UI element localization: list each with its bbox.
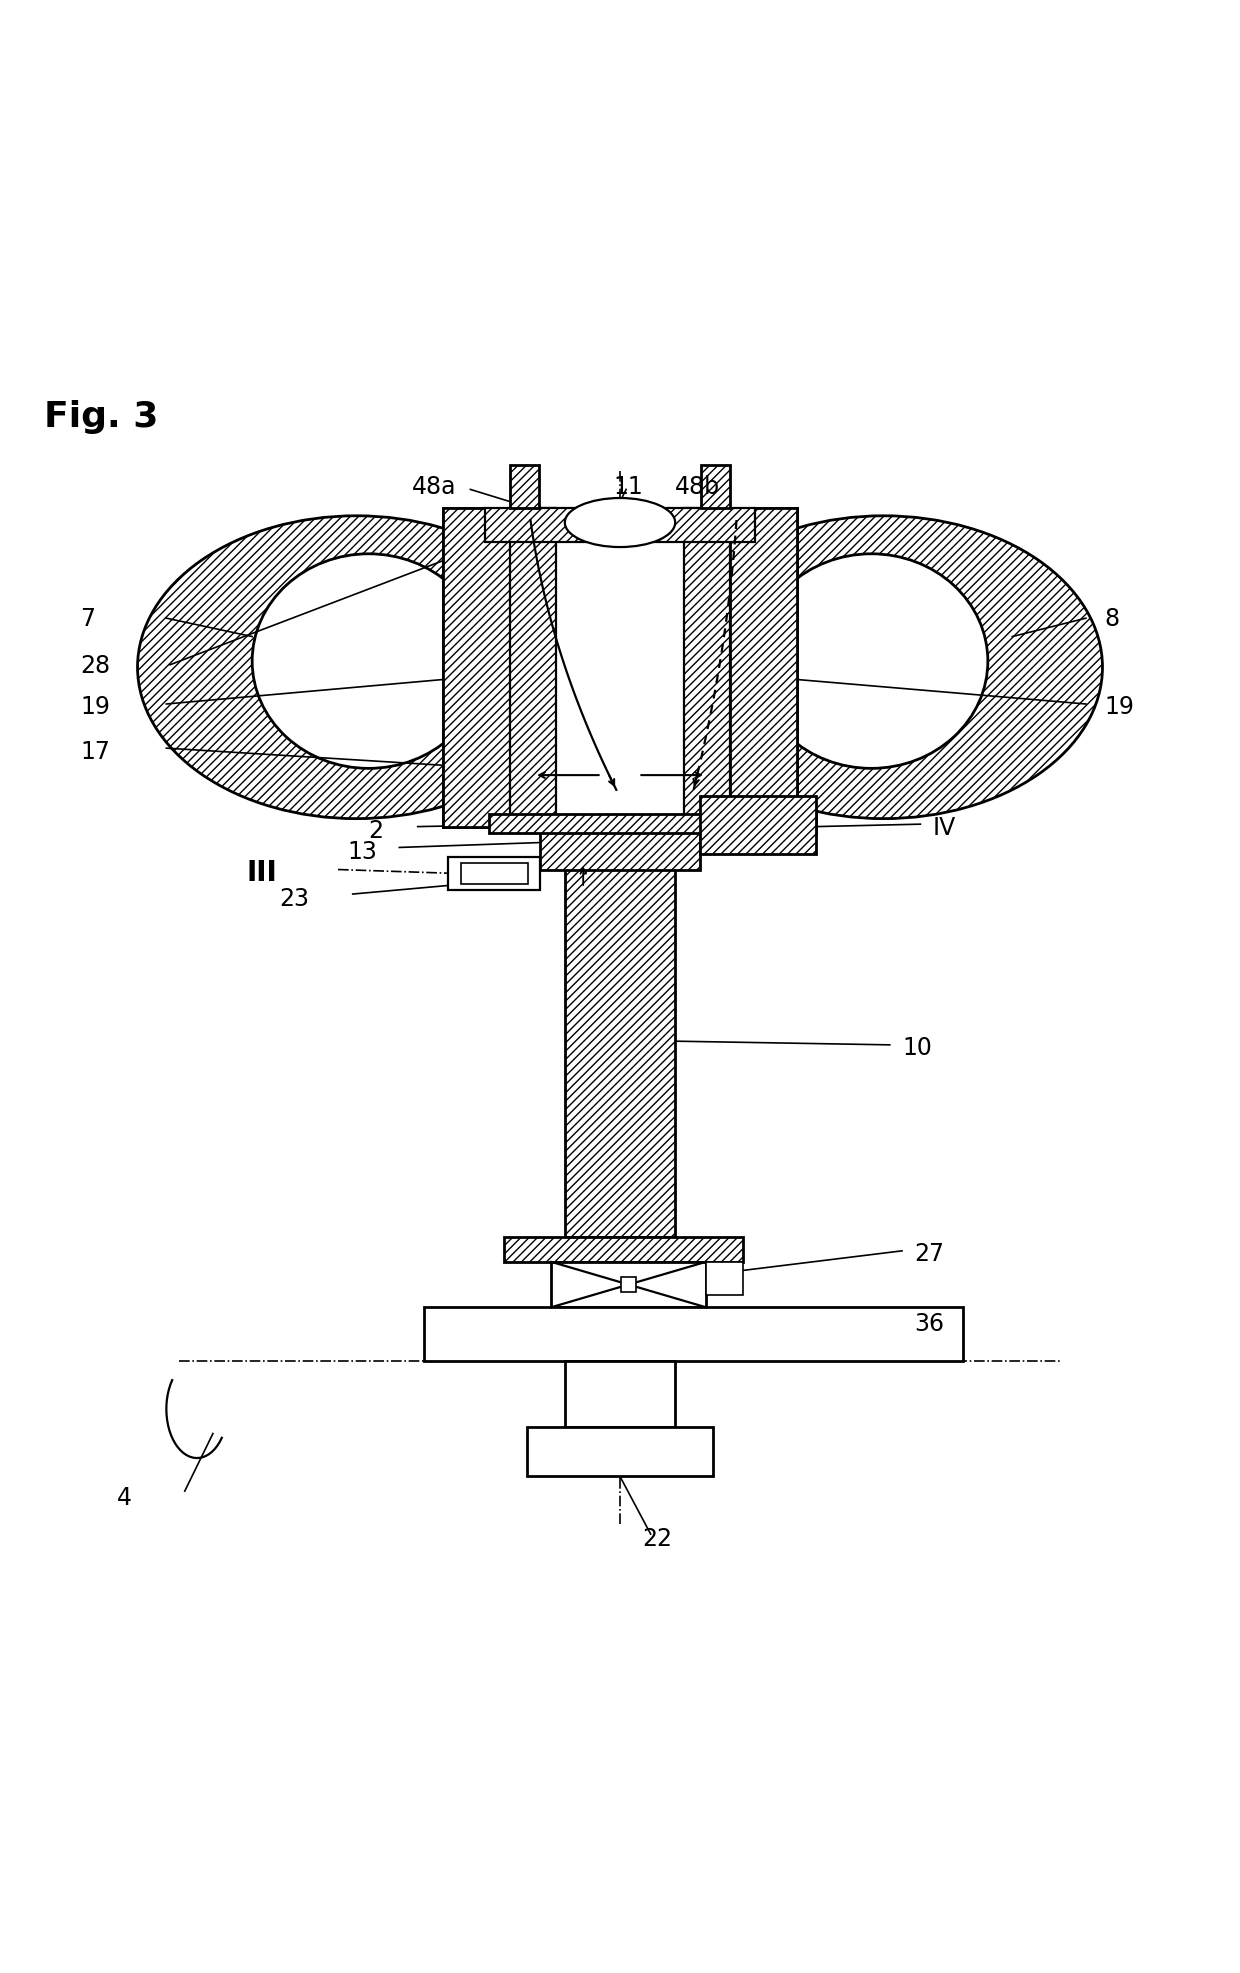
Bar — [444, 509, 510, 827]
Ellipse shape — [252, 554, 485, 769]
Text: 13: 13 — [347, 840, 378, 864]
Text: 19: 19 — [1105, 694, 1135, 718]
Bar — [449, 858, 541, 892]
Text: 11: 11 — [614, 474, 644, 499]
Text: 27: 27 — [914, 1241, 945, 1265]
Bar — [503, 1237, 743, 1263]
Text: 7: 7 — [81, 608, 95, 631]
Bar — [557, 543, 683, 821]
Text: 48b: 48b — [675, 474, 720, 499]
Text: III: III — [246, 858, 277, 886]
Bar — [489, 815, 816, 833]
Text: 4: 4 — [118, 1486, 133, 1509]
Text: IV: IV — [932, 815, 956, 839]
Bar — [510, 509, 557, 827]
Bar — [510, 466, 539, 509]
Bar — [699, 797, 816, 854]
Bar — [460, 864, 528, 884]
Ellipse shape — [138, 517, 575, 819]
Bar — [706, 1263, 743, 1296]
Ellipse shape — [755, 554, 988, 769]
Text: 36: 36 — [914, 1312, 945, 1336]
Text: Fig. 3: Fig. 3 — [43, 401, 159, 434]
Text: 23: 23 — [279, 886, 309, 910]
Text: 22: 22 — [642, 1525, 672, 1551]
Ellipse shape — [565, 499, 675, 548]
Bar — [552, 1263, 706, 1308]
Text: 10: 10 — [901, 1036, 932, 1060]
Bar — [485, 509, 755, 543]
Text: 8: 8 — [1105, 608, 1120, 631]
Bar — [424, 1308, 963, 1361]
Text: 17: 17 — [81, 740, 110, 764]
Bar — [541, 827, 699, 870]
Text: 19: 19 — [81, 694, 110, 718]
Bar — [527, 1428, 713, 1476]
Bar — [730, 509, 796, 827]
Bar — [565, 827, 675, 1237]
Ellipse shape — [665, 517, 1102, 819]
Text: 28: 28 — [81, 653, 110, 677]
Text: 2: 2 — [368, 819, 383, 842]
Bar — [565, 1361, 675, 1428]
Bar — [621, 1279, 636, 1292]
Bar — [683, 509, 730, 827]
Text: 48a: 48a — [412, 474, 456, 499]
Bar — [701, 466, 730, 509]
